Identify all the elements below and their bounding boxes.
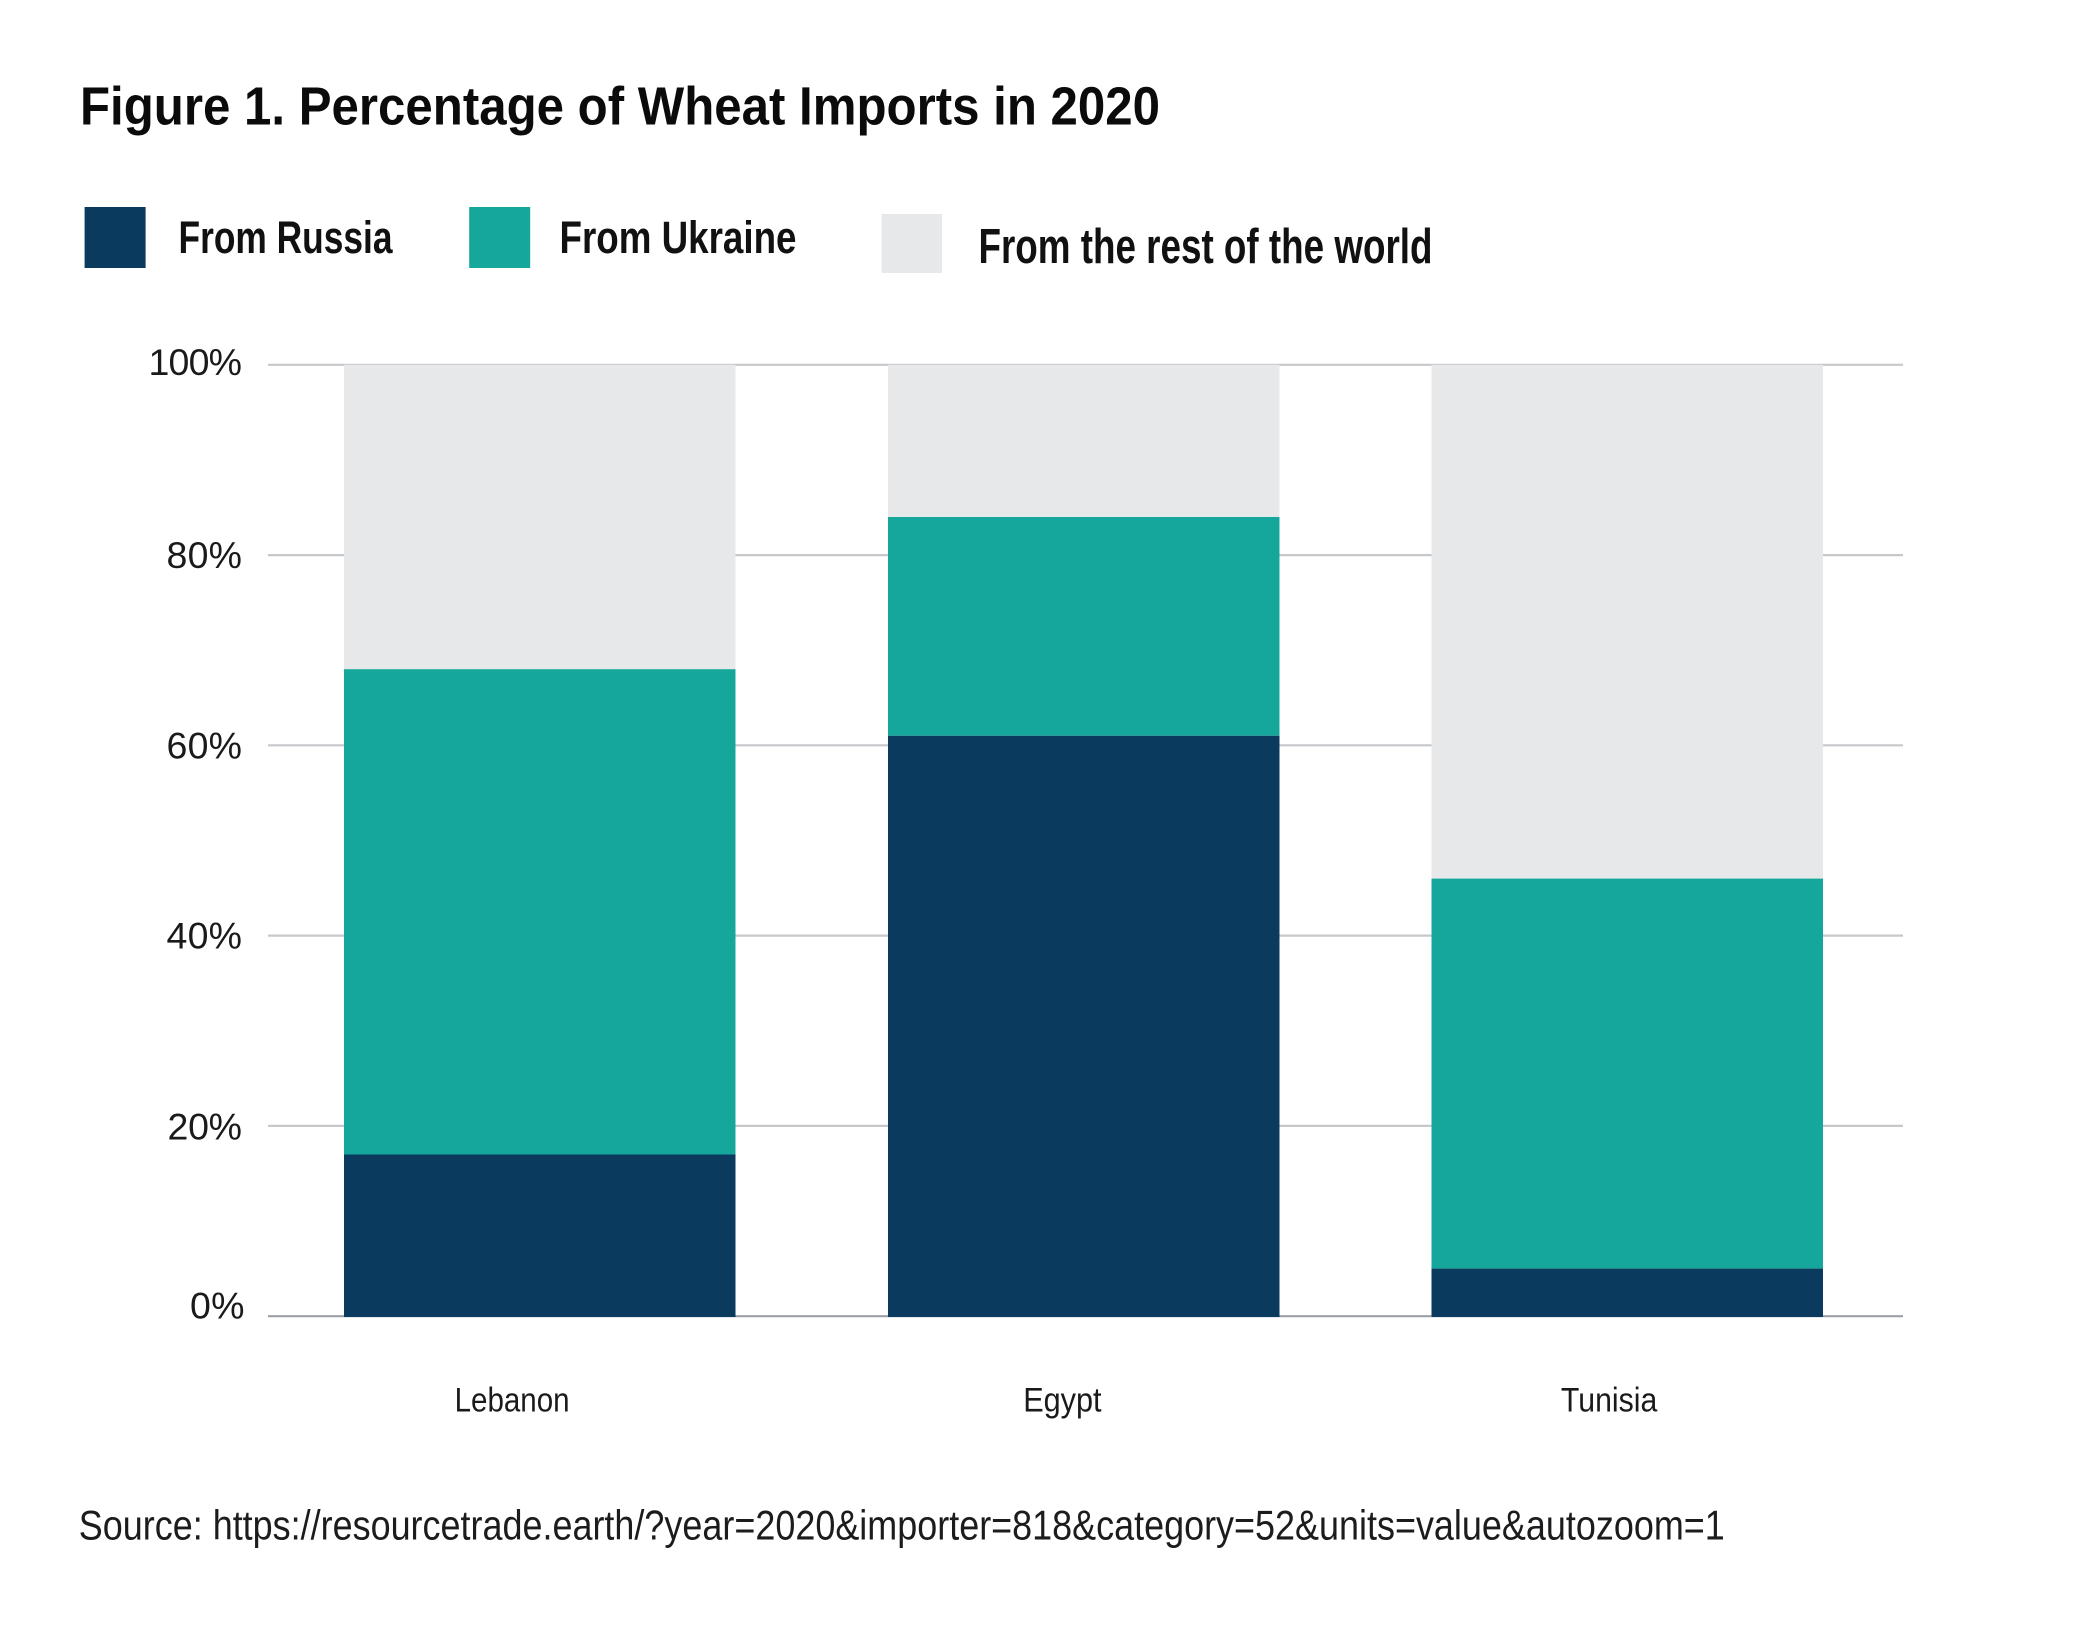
svg-text:60%: 60% (167, 724, 243, 766)
svg-text:From Russia: From Russia (179, 212, 394, 263)
svg-text:Egypt: Egypt (1023, 1381, 1102, 1419)
svg-text:Figure 1. Percentage of Wheat: Figure 1. Percentage of Wheat Imports in… (80, 78, 1160, 137)
svg-text:0%: 0% (190, 1284, 245, 1326)
svg-text:100%: 100% (149, 341, 243, 383)
svg-text:40%: 40% (167, 915, 243, 957)
svg-text:From the rest of the world: From the rest of the world (979, 219, 1433, 274)
svg-text:Source: https://resourcetrade.: Source: https://resourcetrade.earth/?yea… (79, 1502, 1725, 1549)
svg-text:20%: 20% (168, 1106, 243, 1148)
svg-text:Lebanon: Lebanon (455, 1381, 570, 1419)
svg-text:From Ukraine: From Ukraine (560, 212, 797, 263)
svg-text:Tunisia: Tunisia (1561, 1381, 1657, 1419)
svg-text:80%: 80% (167, 534, 243, 576)
